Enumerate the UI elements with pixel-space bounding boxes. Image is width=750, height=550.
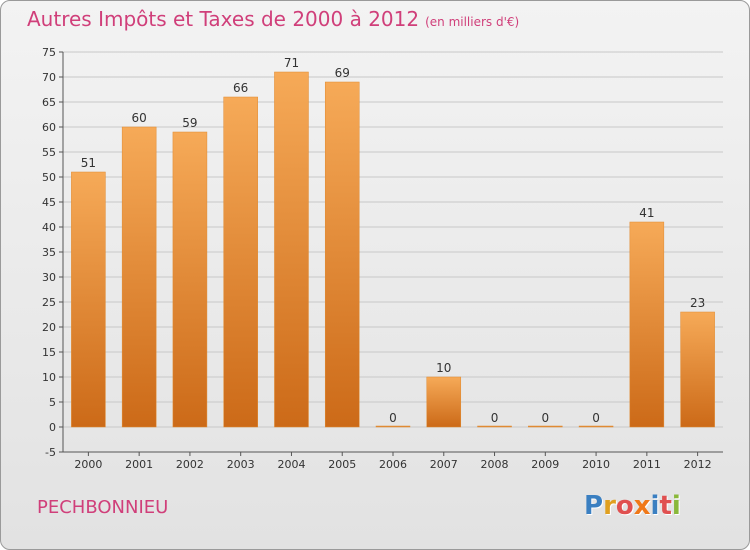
data-label: 23 <box>690 296 705 310</box>
bar <box>375 425 411 428</box>
y-tick-label: 35 <box>42 246 56 259</box>
x-tick-label: 2005 <box>328 458 356 471</box>
bar <box>71 171 106 428</box>
logo-letter: i <box>671 491 681 521</box>
y-tick-label: 65 <box>42 96 56 109</box>
x-tick-label: 2006 <box>379 458 407 471</box>
data-label: 0 <box>491 411 499 425</box>
y-tick-label: 10 <box>42 371 56 384</box>
y-tick-label: 50 <box>42 171 56 184</box>
y-tick-label: 60 <box>42 121 56 134</box>
data-label: 0 <box>541 411 549 425</box>
bar <box>680 311 715 428</box>
y-tick-label: 45 <box>42 196 56 209</box>
y-tick-label: 40 <box>42 221 56 234</box>
bar <box>477 425 512 428</box>
bar <box>528 425 563 428</box>
x-tick-label: 2009 <box>531 458 559 471</box>
x-tick-label: 2000 <box>74 458 102 471</box>
x-tick-label: 2008 <box>481 458 509 471</box>
y-tick-label: 25 <box>42 296 56 309</box>
logo-letter: x <box>633 491 651 521</box>
x-tick-label: 2007 <box>430 458 458 471</box>
bar <box>172 131 208 428</box>
logo-letter: P <box>584 491 604 521</box>
data-label: 51 <box>81 156 96 170</box>
y-tick-label: 20 <box>42 321 56 334</box>
logo-letter: r <box>603 491 616 521</box>
x-tick-label: 2001 <box>125 458 153 471</box>
x-tick-label: 2003 <box>227 458 255 471</box>
y-tick-label: 75 <box>42 46 56 59</box>
data-label: 60 <box>132 111 147 125</box>
chart-title: Autres Impôts et Taxes de 2000 à 2012 (en… <box>27 7 519 31</box>
logo-letter: t <box>659 491 672 521</box>
bar <box>274 71 309 428</box>
data-label: 41 <box>639 206 654 220</box>
bar <box>324 81 360 428</box>
data-label: 69 <box>335 66 350 80</box>
y-tick-label: 0 <box>49 421 56 434</box>
data-label: 66 <box>233 81 248 95</box>
data-label: 0 <box>389 411 397 425</box>
x-tick-label: 2002 <box>176 458 204 471</box>
bar <box>426 376 462 428</box>
logo-letter: o <box>615 491 634 521</box>
y-tick-label: 5 <box>49 396 56 409</box>
x-tick-label: 2010 <box>582 458 610 471</box>
labels: -5 0 5 10 15 20 25 30 35 40 45 50 55 60 65 70 75 51 2000 60… <box>42 46 712 471</box>
title-unit: (en milliers d'€) <box>425 15 520 29</box>
y-tick-label: 30 <box>42 271 56 284</box>
title-text: Autres Impôts et Taxes de 2000 à 2012 <box>27 7 420 31</box>
axes <box>59 51 723 456</box>
x-tick-label: 2004 <box>277 458 305 471</box>
bar <box>629 221 665 428</box>
bars <box>71 71 715 428</box>
bar <box>121 126 157 428</box>
commune-name: PECHBONNIEU <box>37 497 169 518</box>
data-label: 71 <box>284 56 299 70</box>
bar <box>578 425 614 428</box>
grid-lines <box>63 51 723 453</box>
x-tick-label: 2012 <box>684 458 712 471</box>
bar <box>223 96 258 428</box>
x-tick-label: 2011 <box>633 458 661 471</box>
y-tick-label: -5 <box>45 446 56 459</box>
logo-letter: i <box>650 491 660 521</box>
y-tick-label: 70 <box>42 71 56 84</box>
y-tick-label: 15 <box>42 346 56 359</box>
data-label: 0 <box>592 411 600 425</box>
y-tick-label: 55 <box>42 146 56 159</box>
data-label: 10 <box>436 361 451 375</box>
proxiti-logo[interactable]: Proxiti <box>584 491 681 521</box>
data-label: 59 <box>182 116 197 130</box>
